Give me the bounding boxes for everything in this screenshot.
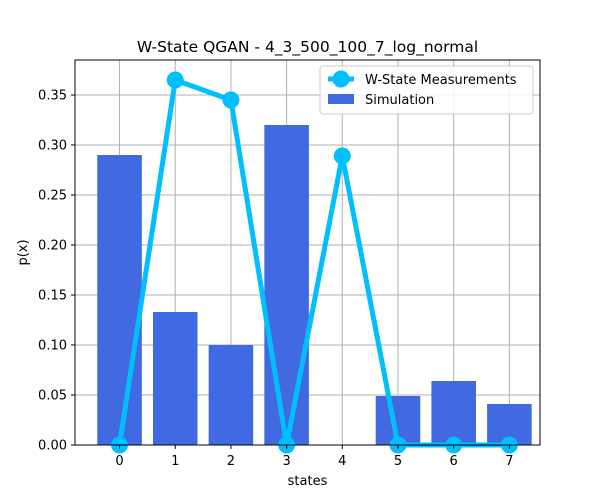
legend-bar-swatch: [328, 94, 354, 104]
legend-label: W-State Measurements: [365, 73, 517, 88]
x-tick-label: 4: [338, 454, 346, 469]
bar-2: [208, 345, 254, 445]
axis-ticks: 0 1 2 3 4 5 6 7 0.00 0.05 0.10 0.15 0.20 0.25 0.30 0.35: [38, 89, 513, 470]
x-tick-label: 6: [450, 454, 458, 469]
chart-title: W-State QGAN - 4_3_500_100_7_log_normal: [137, 38, 478, 57]
y-tick-label: 0.25: [38, 189, 67, 204]
y-tick-label: 0.00: [38, 439, 67, 454]
point-2: [222, 91, 240, 109]
x-tick-label: 5: [394, 454, 402, 469]
bar-6: [431, 381, 476, 445]
legend-marker-swatch: [332, 70, 350, 88]
bar-0: [97, 155, 142, 445]
x-tick-label: 0: [115, 454, 123, 469]
x-tick-label: 7: [505, 454, 513, 469]
y-tick-label: 0.30: [38, 139, 67, 154]
x-tick-label: 3: [282, 454, 290, 469]
bars: [97, 125, 532, 445]
y-tick-label: 0.15: [38, 289, 67, 304]
y-axis-label: p(x): [16, 239, 31, 265]
legend: W-State Measurements Simulation: [319, 65, 534, 115]
x-tick-label: 2: [227, 454, 235, 469]
point-1: [166, 71, 184, 89]
x-tick-label: 1: [171, 454, 179, 469]
y-tick-label: 0.35: [38, 89, 67, 104]
legend-label: Simulation: [365, 93, 434, 108]
y-tick-label: 0.05: [38, 389, 67, 404]
bar-3: [264, 125, 309, 445]
plot-frame: [74, 59, 541, 446]
y-tick-label: 0.10: [38, 339, 67, 354]
point-4: [333, 147, 351, 165]
x-axis-label: states: [288, 474, 328, 489]
bar-1: [152, 312, 198, 445]
y-tick-label: 0.20: [38, 239, 67, 254]
legend-box: [319, 65, 534, 115]
